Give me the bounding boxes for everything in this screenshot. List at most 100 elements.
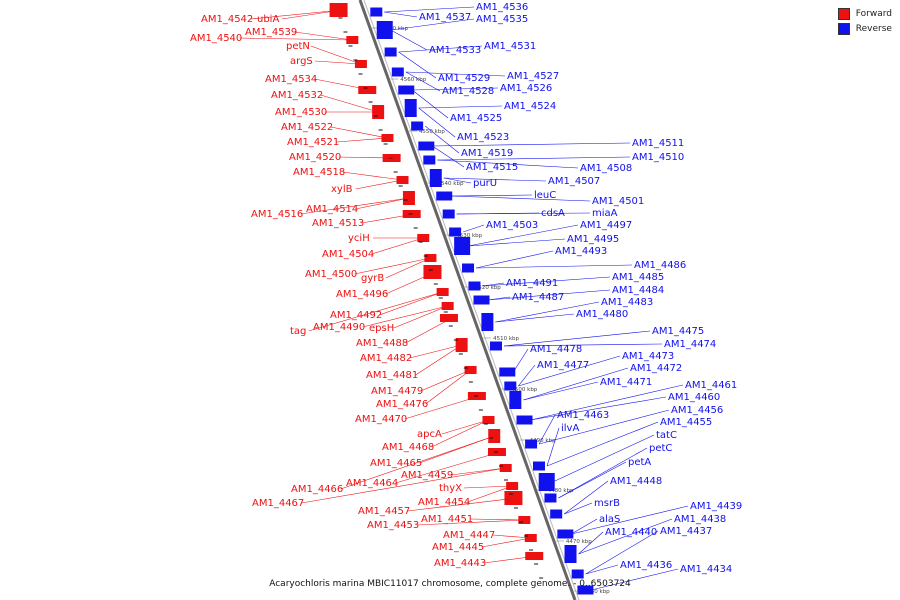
reverse-leader-line	[495, 313, 575, 323]
forward-gene-label: argS	[290, 56, 313, 67]
reverse-gene-block	[489, 341, 502, 351]
forward-leader-line	[354, 257, 431, 275]
forward-leader-line	[320, 94, 379, 113]
reverse-gene-label: AM1_4491	[506, 278, 558, 289]
reverse-leader-line	[571, 505, 689, 535]
reverse-leader-line	[443, 177, 472, 184]
reverse-gene-label: tatC	[656, 430, 677, 441]
legend-forward-label: Forward	[855, 9, 892, 19]
reverse-gene-block	[376, 21, 393, 39]
reverse-gene-label: miaA	[592, 208, 618, 219]
reverse-leader-line	[503, 343, 663, 347]
forward-gene-label: AM1_4521	[287, 137, 339, 148]
forward-leader-line	[463, 485, 513, 489]
reverse-gene-block	[538, 473, 555, 491]
reverse-leader-line	[390, 18, 475, 31]
forward-gene-label: AM1_4447	[443, 530, 495, 541]
reverse-leader-line	[503, 330, 651, 347]
reverse-gene-label: AM1_4529	[438, 73, 490, 84]
forward-gene-label: AM1_4476	[376, 399, 428, 410]
reverse-leader-line	[432, 145, 465, 168]
forward-gene-label: AM1_4516	[251, 209, 303, 220]
forward-gene-block	[525, 552, 544, 560]
reverse-gene-block	[462, 263, 475, 273]
axis-tick-label: 4510 kbp	[493, 336, 519, 342]
forward-gene-label: AM1_4520	[289, 152, 341, 163]
forward-leader-line	[342, 171, 403, 181]
forward-gene-label: petN	[286, 41, 310, 52]
forward-gene-label: AM1_4522	[281, 122, 333, 133]
forward-gene-label: AM1_4457	[358, 506, 410, 517]
forward-leader-line	[393, 305, 448, 329]
reverse-gene-label: AM1_4487	[512, 292, 564, 303]
reverse-leader-line	[523, 367, 629, 401]
forward-leader-line	[310, 45, 362, 65]
axis-tick-label: 4530 kbp	[456, 233, 482, 239]
forward-gene-block	[423, 265, 442, 279]
reverse-gene-label: leuC	[534, 190, 556, 201]
forward-gene-label: AM1_4470	[355, 414, 407, 425]
reverse-gene-block	[454, 237, 471, 255]
reverse-gene-label: AM1_4535	[476, 14, 528, 25]
forward-gene-label: AM1_4459	[401, 470, 453, 481]
forward-gene-label: AM1_4465	[370, 458, 422, 469]
reverse-gene-label: AM1_4528	[442, 86, 494, 97]
reverse-gene-block	[418, 141, 435, 151]
forward-leader-line	[338, 156, 395, 159]
forward-gene-label: AM1_4540	[190, 33, 242, 44]
reverse-leader-line	[450, 194, 533, 197]
forward-gene-label: AM1_4466	[291, 484, 343, 495]
forward-leader-line	[294, 31, 353, 41]
reverse-gene-block	[404, 99, 417, 117]
reverse-gene-label: AM1_4475	[652, 326, 704, 337]
reverse-leader-line	[558, 461, 627, 499]
forward-gene-label: AM1_4445	[432, 542, 484, 553]
forward-gene-label: AM1_4534	[265, 74, 317, 85]
reverse-leader-line	[523, 381, 599, 401]
reverse-leader-line	[539, 409, 670, 445]
reverse-gene-block	[509, 391, 522, 409]
forward-leader-line	[250, 9, 342, 20]
reverse-gene-label: AM1_4493	[555, 246, 607, 257]
reverse-leader-line	[398, 45, 483, 53]
reverse-leader-line	[424, 125, 460, 154]
forward-leader-line	[409, 344, 462, 359]
forward-leader-line	[431, 419, 489, 448]
forward-leader-line	[336, 137, 388, 143]
reverse-gene-block	[525, 439, 538, 449]
reverse-gene-label: AM1_4477	[537, 360, 589, 371]
reverse-leader-line	[456, 212, 591, 215]
reverse-leader-line	[518, 364, 536, 387]
axis-tick-label: 4480 kbp	[548, 488, 574, 494]
reverse-gene-label: AM1_4523	[457, 132, 509, 143]
reverse-gene-block	[544, 493, 557, 503]
forward-gene-label: AM1_4530	[275, 107, 327, 118]
forward-gene-label: AM1_4453	[367, 520, 419, 531]
axis-tick-label: 4460 kbp	[584, 589, 610, 595]
reverse-leader-line	[468, 238, 566, 247]
reverse-gene-block	[429, 169, 442, 187]
reverse-gene-block	[557, 529, 574, 539]
reverse-gene-label: AM1_4515	[466, 162, 518, 173]
reverse-leader-line	[475, 250, 554, 269]
reverse-gene-label: petC	[649, 443, 672, 454]
forward-gene-block	[358, 86, 377, 94]
reverse-gene-label: AM1_4484	[612, 285, 664, 296]
forward-gene-label: thyX	[439, 483, 462, 494]
reverse-gene-label: AM1_4510	[632, 152, 684, 163]
forward-gene-label: AM1_4518	[293, 167, 345, 178]
reverse-gene-label: AM1_4440	[605, 527, 657, 538]
reverse-leader-line	[558, 447, 648, 499]
reverse-gene-label: alaS	[599, 514, 620, 525]
reverse-leader-line	[468, 224, 579, 247]
forward-gene-label: yciH	[348, 233, 370, 244]
reverse-gene-label: AM1_4536	[476, 2, 528, 13]
forward-leader-line	[420, 369, 471, 392]
reverse-leader-line	[578, 531, 604, 555]
forward-leader-line	[281, 9, 342, 20]
forward-gene-label: AM1_4490	[313, 322, 365, 333]
forward-leader-line	[450, 467, 506, 476]
reverse-gene-label: AM1_4472	[630, 363, 682, 374]
axis-tick-label: 4500 kbp	[511, 387, 537, 393]
reverse-gene-block	[473, 295, 490, 305]
